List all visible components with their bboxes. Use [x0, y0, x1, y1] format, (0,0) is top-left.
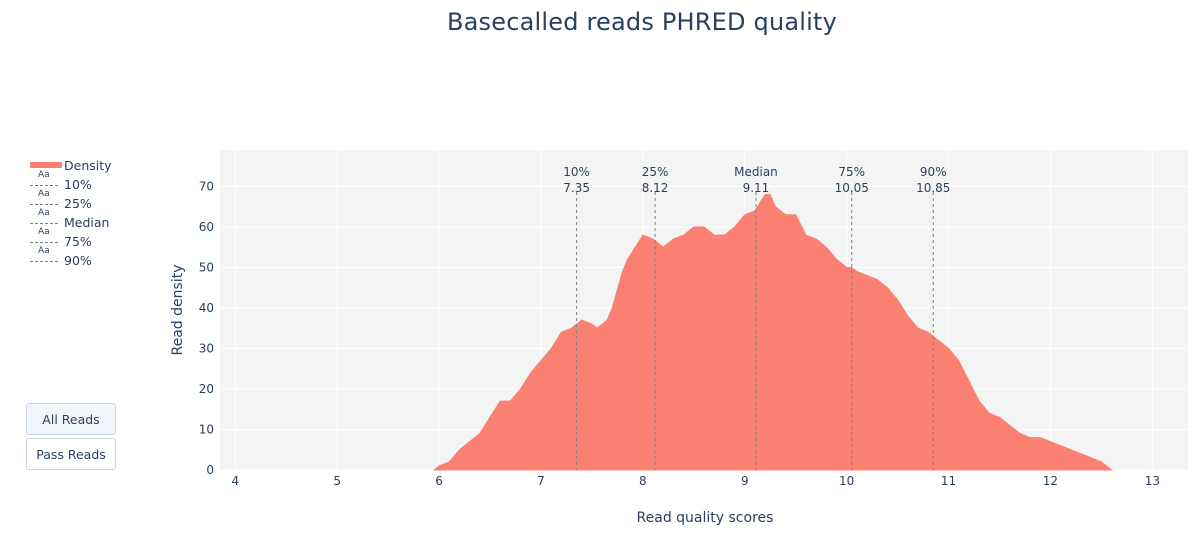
- legend-label-q25: 25%: [64, 196, 92, 211]
- quantile-label-75%: 75%: [838, 165, 865, 179]
- x-tick-label: 6: [435, 474, 443, 488]
- y-tick-label: 30: [199, 341, 214, 355]
- y-tick-label: 20: [199, 382, 214, 396]
- legend-label-q10: 10%: [64, 177, 92, 192]
- legend-swatch-q90: [30, 261, 58, 262]
- quantile-label-10%: 10%: [563, 165, 590, 179]
- legend-label-median: Median: [64, 215, 110, 230]
- x-tick-label: 9: [741, 474, 749, 488]
- quantile-value-10%: 7.35: [563, 181, 590, 195]
- quantile-label-25%: 25%: [642, 165, 669, 179]
- legend-label-density: Density: [64, 158, 112, 173]
- legend-marker-q25: Aa: [38, 189, 50, 199]
- all-reads-button[interactable]: All Reads: [26, 403, 116, 435]
- pass-reads-button[interactable]: Pass Reads: [26, 438, 116, 470]
- y-axis-title: Read density: [170, 265, 186, 356]
- quantile-value-75%: 10.05: [835, 181, 869, 195]
- quantile-value-90%: 10.85: [916, 181, 950, 195]
- legend: Density Aa 10% Aa 25% Aa Median Aa 75% A…: [28, 156, 112, 270]
- x-axis-title: Read quality scores: [637, 510, 774, 526]
- quantile-value-25%: 8.12: [642, 181, 669, 195]
- legend-item-q10[interactable]: Aa 10%: [28, 170, 112, 194]
- legend-marker-median: Aa: [38, 208, 50, 218]
- legend-item-density[interactable]: Density: [28, 156, 112, 175]
- legend-swatch-q75: [30, 242, 58, 243]
- legend-item-q25[interactable]: Aa 25%: [28, 189, 112, 213]
- legend-marker-q75: Aa: [38, 227, 50, 237]
- y-tick-label: 40: [199, 301, 214, 315]
- legend-swatch-q25: [30, 204, 58, 205]
- quantile-label-90%: 90%: [920, 165, 947, 179]
- quantile-label-Median: Median: [734, 165, 778, 179]
- legend-marker-q10: Aa: [38, 170, 50, 180]
- y-tick-label: 60: [199, 220, 214, 234]
- y-tick-label: 50: [199, 260, 214, 274]
- chart-title: Basecalled reads PHRED quality: [446, 8, 838, 36]
- x-tick-label: 5: [333, 474, 341, 488]
- x-tick-label: 10: [839, 474, 854, 488]
- x-tick-label: 12: [1043, 474, 1058, 488]
- legend-swatch-density: [30, 162, 62, 168]
- y-tick-label: 70: [199, 179, 214, 193]
- x-tick-label: 13: [1145, 474, 1160, 488]
- density-area[interactable]: [433, 194, 1114, 471]
- quantile-value-Median: 9.11: [743, 181, 770, 195]
- legend-swatch-q10: [30, 185, 58, 186]
- legend-item-q90[interactable]: Aa 90%: [28, 246, 112, 270]
- x-tick-label: 8: [639, 474, 647, 488]
- legend-marker-q90: Aa: [38, 246, 50, 256]
- x-tick-label: 7: [537, 474, 545, 488]
- x-tick-label: 4: [231, 474, 239, 488]
- legend-label-q75: 75%: [64, 234, 92, 249]
- y-tick-label: 10: [199, 422, 214, 436]
- legend-label-q90: 90%: [64, 253, 92, 268]
- y-tick-label: 0: [206, 463, 214, 477]
- x-tick-label: 11: [941, 474, 956, 488]
- legend-item-median[interactable]: Aa Median: [28, 208, 112, 232]
- legend-swatch-median: [30, 223, 58, 224]
- legend-item-q75[interactable]: Aa 75%: [28, 227, 112, 251]
